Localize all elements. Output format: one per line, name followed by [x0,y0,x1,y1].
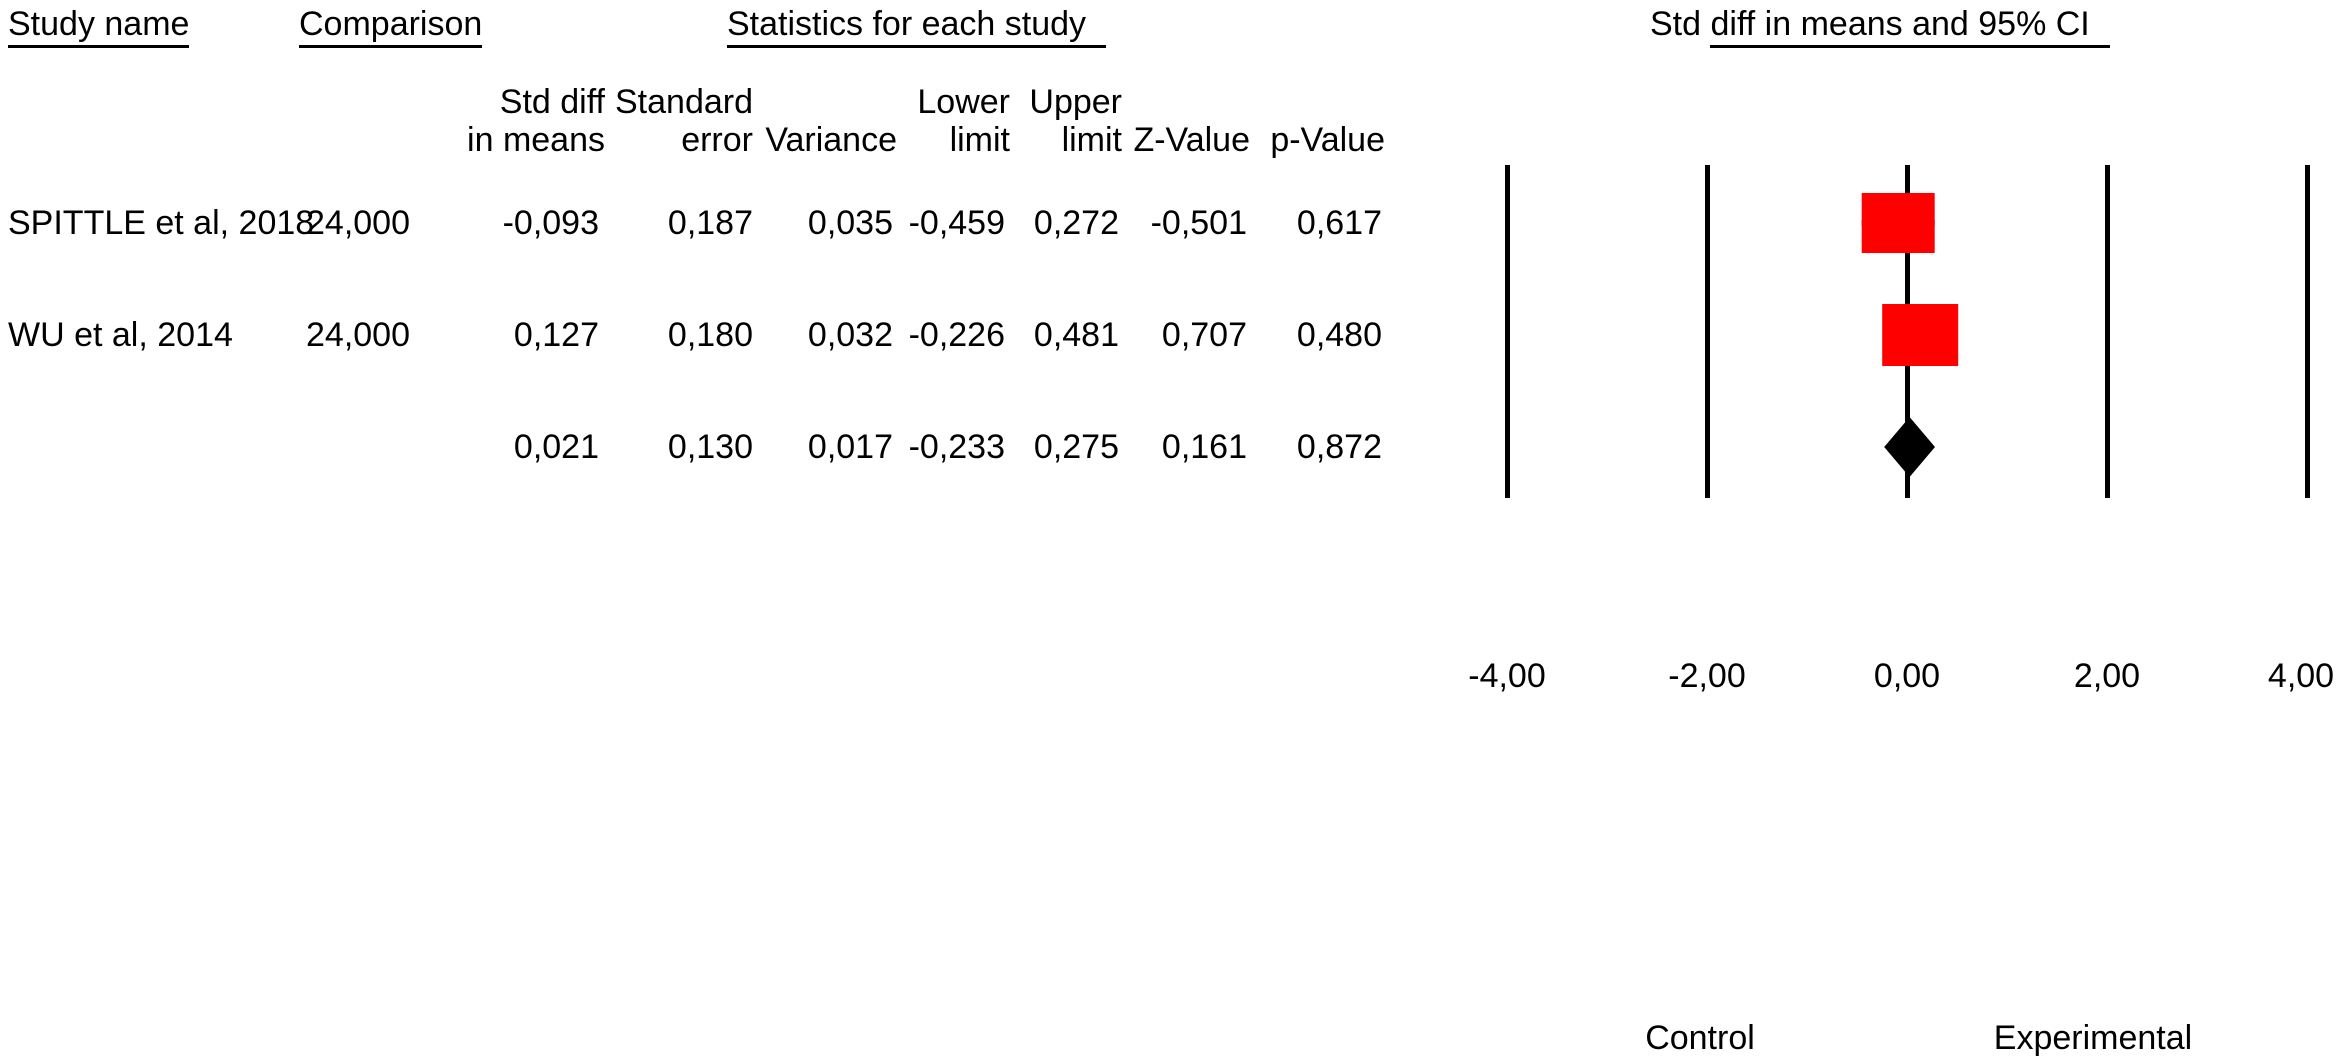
col-header-p-value: p-Value [1270,121,1385,159]
axis-tick-label: 2,00 [2073,657,2141,695]
plot-title-prefix: Std [1650,5,1711,43]
lower-limit-cell: -0,226 [908,316,1005,354]
std-diff-cell: 0,127 [513,316,599,354]
lower-limit-cell: -0,233 [908,428,1005,466]
study-name-cell: WU et al, 2014 [8,316,233,354]
variance-cell: 0,035 [807,204,893,242]
upper-limit-cell: 0,275 [1033,428,1119,466]
col-header-variance: Variance [765,121,897,159]
summary-diamond [1884,417,1935,477]
std-err-cell: 0,180 [667,316,753,354]
std-diff-cell: -0,093 [502,204,599,242]
col-header-lower-1: Lower [917,83,1010,121]
axis-tick-label: -4,00 [1468,657,1546,695]
p-value-cell: 0,872 [1296,428,1382,466]
comparison-cell: 24,000 [306,204,410,242]
plot-title-underlined: diff in means and 95% CI [1710,4,2110,48]
col-header-lower-2: limit [949,121,1010,159]
group-label-control: Control [1645,1019,1755,1057]
col-header-std-diff-1: Std diff [499,83,605,121]
axis-tick-label: -2,00 [1668,657,1746,695]
effect-square [1882,304,1959,366]
col-header-std-err-2: error [681,121,753,159]
col-header-std-diff-2: in means [467,121,605,159]
z-value-cell: 0,161 [1161,428,1247,466]
plot-title: Std diff in means and 95% CI [1650,4,2110,48]
comparison-cell: 24,000 [306,316,410,354]
comparison-header: Comparison [299,4,483,48]
col-header-upper-2: limit [1061,121,1122,159]
group-label-experimental: Experimental [1993,1019,2193,1057]
lower-limit-cell: -0,459 [908,204,1005,242]
upper-limit-cell: 0,481 [1033,316,1119,354]
effect-square [1861,193,1935,253]
axis-tick-label: 4,00 [2267,657,2335,695]
variance-cell: 0,017 [807,428,893,466]
z-value-cell: 0,707 [1161,316,1247,354]
std-err-cell: 0,187 [667,204,753,242]
axis-tick-label: 0,00 [1873,657,1941,695]
upper-limit-cell: 0,272 [1033,204,1119,242]
col-header-z-value: Z-Value [1133,121,1250,159]
col-header-std-err-1: Standard [615,83,753,121]
statistics-header: Statistics for each study [727,4,1107,48]
std-diff-cell: 0,021 [513,428,599,466]
col-header-upper-1: Upper [1029,83,1122,121]
study-name-header: Study name [8,4,190,48]
std-err-cell: 0,130 [667,428,753,466]
p-value-cell: 0,480 [1296,316,1382,354]
z-value-cell: -0,501 [1150,204,1247,242]
p-value-cell: 0,617 [1296,204,1382,242]
variance-cell: 0,032 [807,316,893,354]
study-name-cell: SPITTLE et al, 2018 [8,204,315,242]
